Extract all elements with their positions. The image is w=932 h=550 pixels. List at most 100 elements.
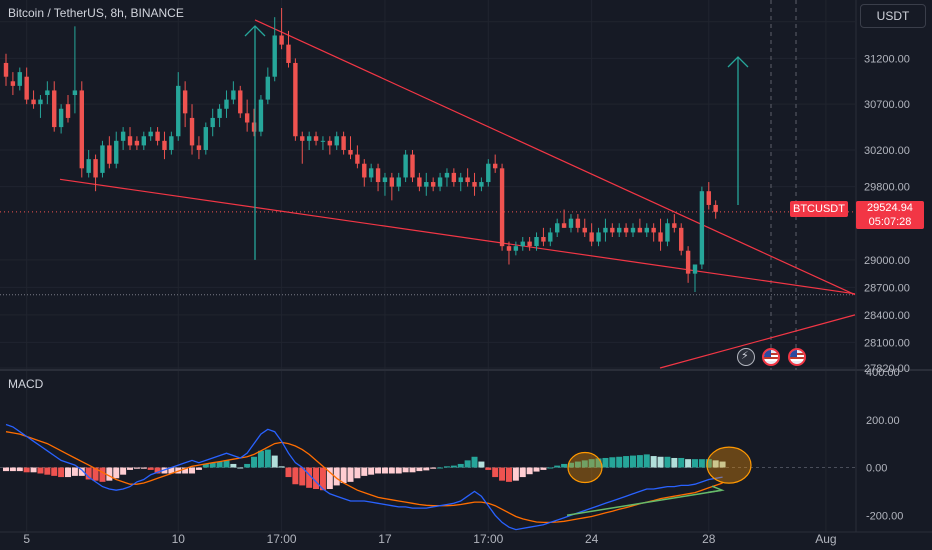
trendline-channel <box>659 314 856 369</box>
price-axis-label: 29800.00 <box>864 182 910 194</box>
us-flag-icon[interactable] <box>762 348 780 366</box>
macd-line <box>5 423 723 531</box>
macd-histogram-bar <box>595 458 602 468</box>
macd-histogram-bar <box>154 467 161 474</box>
candle-body <box>410 154 415 178</box>
candle-body <box>196 145 202 150</box>
candle-body <box>72 90 78 96</box>
macd-histogram-bar <box>540 467 547 470</box>
macd-histogram-bar <box>574 461 581 468</box>
macd-histogram-bar <box>216 461 223 468</box>
candle-body <box>86 159 91 173</box>
macd-histogram-bar <box>519 467 526 478</box>
macd-histogram-bar <box>416 467 423 472</box>
macd-histogram-bar <box>499 467 506 481</box>
price-axis-label: 28700.00 <box>864 282 910 294</box>
macd-histogram-bar <box>127 467 134 470</box>
macd-histogram-bar <box>140 467 147 469</box>
macd-histogram-bar <box>443 466 450 468</box>
macd-histogram-bar <box>678 457 685 468</box>
candle-body <box>31 99 36 105</box>
candle-body <box>24 76 29 100</box>
macd-histogram-bar <box>705 459 712 468</box>
candle-body <box>396 177 401 187</box>
macd-histogram-bar <box>16 467 23 472</box>
candle-body <box>672 223 677 228</box>
time-axis-label: 24 <box>585 532 599 546</box>
macd-histogram-bar <box>450 465 457 468</box>
macd-histogram-bar <box>388 467 395 474</box>
macd-histogram-bar <box>664 456 671 468</box>
macd-histogram-bar <box>430 467 437 469</box>
candle-body <box>520 241 525 247</box>
candle-body <box>38 99 43 105</box>
macd-histogram-bar <box>671 457 678 468</box>
macd-histogram-bar <box>99 467 106 482</box>
macd-histogram-bar <box>512 467 519 481</box>
candle-body <box>492 163 498 169</box>
candle-body <box>389 177 395 187</box>
candle-body <box>472 182 477 187</box>
macd-histogram-bar <box>202 463 209 468</box>
candle-body <box>217 108 222 118</box>
macd-histogram-bar <box>251 456 258 468</box>
us-flag-icon[interactable] <box>788 348 806 366</box>
candle-body <box>623 227 629 233</box>
macd-histogram-bar <box>547 467 554 469</box>
candle-body <box>534 237 539 247</box>
candle-body <box>706 191 711 205</box>
macd-histogram-bar <box>533 467 540 472</box>
candle-body <box>141 136 146 146</box>
candle-body <box>258 99 264 132</box>
divergence-circle <box>706 446 752 484</box>
flash-icon[interactable] <box>737 348 755 366</box>
macd-label[interactable]: MACD <box>8 377 44 391</box>
candle-body <box>300 136 305 141</box>
candle-body <box>417 177 422 187</box>
macd-histogram-bar <box>361 467 368 476</box>
candle-body <box>52 90 57 128</box>
candle-body <box>313 136 319 141</box>
candle-body <box>479 182 484 187</box>
macd-histogram-bar <box>326 467 333 490</box>
candle-body <box>527 241 532 247</box>
macd-histogram-bar <box>106 467 113 481</box>
price-axis-label: 30700.00 <box>864 99 910 111</box>
candle-body <box>182 90 188 114</box>
candle-body <box>231 90 236 100</box>
candle-body <box>665 223 670 242</box>
macd-axis-label: -200.00 <box>866 510 903 522</box>
macd-histogram-bar <box>609 457 616 468</box>
candle-body <box>692 264 698 274</box>
time-axis-label: Aug <box>815 532 836 546</box>
candle-body <box>458 177 463 183</box>
macd-histogram-bar <box>492 467 499 478</box>
macd-histogram-bar <box>381 467 388 474</box>
macd-histogram-bar <box>133 467 140 469</box>
candle-body <box>513 246 519 251</box>
candle-body <box>596 232 601 242</box>
time-axis-label: 17:00 <box>473 532 503 546</box>
macd-histogram-bar <box>636 455 643 468</box>
price-axis-label: 28100.00 <box>864 337 910 349</box>
macd-histogram-bar <box>44 467 51 475</box>
candle-body <box>685 250 691 274</box>
divergence-circle <box>567 451 603 484</box>
macd-histogram-bar <box>478 461 485 468</box>
price-axis-label: 28400.00 <box>864 310 910 322</box>
currency-button[interactable]: USDT <box>860 4 926 28</box>
candle-body <box>17 72 22 86</box>
candle-body <box>437 177 443 187</box>
candle-body <box>382 177 388 183</box>
candle-body <box>134 140 140 146</box>
macd-histogram-bar <box>113 467 120 479</box>
projection-arrow-left-head <box>244 25 266 37</box>
candle-body <box>155 131 160 141</box>
macd-histogram-bar <box>209 462 216 468</box>
candle-body <box>679 227 684 251</box>
macd-histogram-bar <box>650 456 657 468</box>
candle-body <box>334 136 339 146</box>
candle-body <box>430 182 436 187</box>
time-axis-label: 5 <box>23 532 30 546</box>
